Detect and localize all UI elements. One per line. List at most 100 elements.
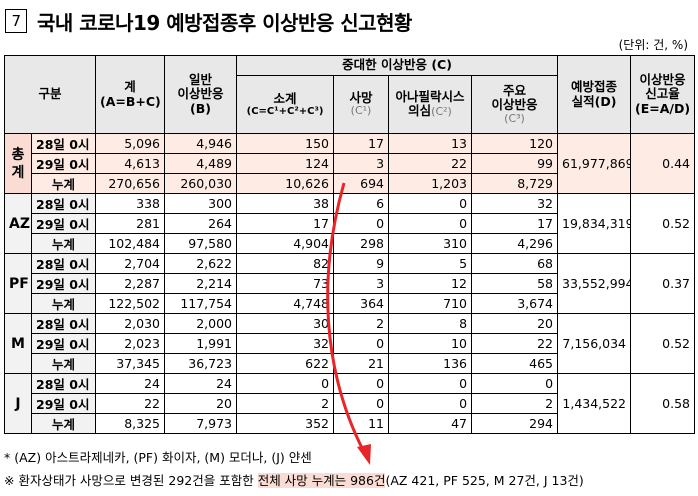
table-cell: 300 [164, 193, 238, 214]
table-cell: 2,023 [95, 333, 166, 354]
table-cell: 32 [236, 333, 335, 354]
table-row: AZ 28일 0시 338 300 38 6 0 32 19,834,319 0.52 [4, 193, 696, 254]
header-major: 주요 이상반응 (C³) [471, 75, 559, 134]
row-label: 29일 0시 [30, 153, 97, 174]
table-cell: 82 [236, 253, 335, 274]
row-label: 누계 [30, 233, 97, 254]
table-cell: 8 [388, 313, 473, 334]
header-death: 사망 (C¹) [333, 75, 390, 134]
row-label: 28일 0시 [30, 133, 97, 154]
table-cell: 97,580 [164, 233, 238, 254]
table-cell: 0 [333, 333, 390, 354]
table-cell: 36,723 [164, 353, 238, 374]
table-cell: 99 [471, 153, 559, 174]
vaccination-count: 1,434,522 [557, 373, 632, 434]
row-label: 29일 0시 [30, 333, 97, 354]
report-rate: 0.52 [630, 193, 696, 254]
header-vaccinations: 예방접종 실적(D) [557, 55, 632, 134]
table-cell: 6 [333, 193, 390, 214]
table-cell: 68 [471, 253, 559, 274]
table-cell: 4,946 [164, 133, 238, 154]
table-cell: 3 [333, 273, 390, 294]
vaccination-count: 19,834,319 [557, 193, 632, 254]
table-cell: 21 [333, 353, 390, 374]
table-cell: 4,613 [95, 153, 166, 174]
unit-label: (단위: 건, %) [618, 38, 688, 52]
row-label: 28일 0시 [30, 193, 97, 214]
header-rate: 이상반응 신고율 (E=A/D) [630, 55, 696, 134]
table-cell: 17 [333, 133, 390, 154]
group-label: M [4, 313, 32, 374]
table-cell: 2,000 [164, 313, 238, 334]
table-cell: 136 [388, 353, 473, 374]
row-label: 누계 [30, 293, 97, 314]
table-cell: 22 [471, 333, 559, 354]
footnote-death-total: ※ 환자상태가 사망으로 변경된 292건을 포함한 전체 사망 누계는 986… [4, 473, 584, 488]
vaccination-count: 7,156,034 [557, 313, 632, 374]
header-general: 일반 이상반응 (B) [164, 55, 238, 134]
table-cell: 17 [236, 213, 335, 234]
table-row: PF 28일 0시 2,704 2,622 82 9 5 68 33,552,994 0.37 [4, 253, 696, 314]
report-rate: 0.52 [630, 313, 696, 374]
table-cell: 1,203 [388, 173, 473, 194]
table-cell: 58 [471, 273, 559, 294]
row-label: 누계 [30, 353, 97, 374]
table-cell: 7,973 [164, 413, 238, 434]
vaccination-count: 61,977,869 [557, 133, 632, 194]
table-cell: 4,904 [236, 233, 335, 254]
header-serious: 중대한 이상반응 (C) [236, 55, 559, 76]
report-rate: 0.58 [630, 373, 696, 434]
group-label: PF [4, 253, 32, 314]
table-cell: 22 [95, 393, 166, 414]
table-cell: 465 [471, 353, 559, 374]
table-cell: 364 [333, 293, 390, 314]
death-total-highlight: 전체 사망 누계는 986건 [257, 473, 386, 488]
table-row: 누계 37,345 36,723 622 21 136 465 [5, 353, 695, 374]
table-row: 29일 0시 4,613 4,489 124 3 22 99 [5, 153, 695, 174]
table-cell: 264 [164, 213, 238, 234]
table-cell: 38 [236, 193, 335, 214]
table-cell: 622 [236, 353, 335, 374]
table-cell: 8,729 [471, 173, 559, 194]
row-label: 28일 0시 [30, 253, 97, 274]
table-cell: 2 [471, 393, 559, 414]
table-cell: 2,214 [164, 273, 238, 294]
vaccination-count: 33,552,994 [557, 253, 632, 314]
table-cell: 124 [236, 153, 335, 174]
row-label: 28일 0시 [30, 313, 97, 334]
table-cell: 0 [388, 193, 473, 214]
table-cell: 0 [333, 393, 390, 414]
table-cell: 270,656 [95, 173, 166, 194]
group-label: 총계 [4, 133, 32, 194]
table-cell: 20 [471, 313, 559, 334]
table-cell: 5,096 [95, 133, 166, 154]
table-row: J 28일 0시 24 24 0 0 0 0 1,434,522 0.58 [4, 373, 696, 434]
table-cell: 2,287 [95, 273, 166, 294]
table-cell: 2 [333, 313, 390, 334]
table-cell: 20 [164, 393, 238, 414]
table-row: 총계 28일 0시 5,096 4,946 150 17 13 120 61,977,869 0.… [4, 133, 696, 194]
table-cell: 5 [388, 253, 473, 274]
table-cell: 13 [388, 133, 473, 154]
header-anaphylaxis: 아나필락시스 의심(C²) [388, 75, 473, 134]
table-cell: 281 [95, 213, 166, 234]
table-cell: 2,622 [164, 253, 238, 274]
table-cell: 298 [333, 233, 390, 254]
table-cell: 694 [333, 173, 390, 194]
table-cell: 10 [388, 333, 473, 354]
table-cell: 24 [95, 373, 166, 394]
table-cell: 12 [388, 273, 473, 294]
row-label: 누계 [30, 413, 97, 434]
table-cell: 260,030 [164, 173, 238, 194]
adverse-reaction-table: 구분 계 (A=B+C) 일반 이상반응 (B) 중대한 이상반응 (C) 예방접종 실… [3, 55, 696, 434]
page-title: 7 국내 코로나19 예방접종후 이상반응 신고현황 [5, 6, 412, 36]
table-cell: 47 [388, 413, 473, 434]
table-row: 29일 0시 2,023 1,991 32 0 10 22 [5, 333, 695, 354]
table-cell: 30 [236, 313, 335, 334]
table-cell: 17 [471, 213, 559, 234]
table-cell: 0 [236, 373, 335, 394]
table-cell: 0 [471, 373, 559, 394]
table-cell: 294 [471, 413, 559, 434]
row-label: 28일 0시 [30, 373, 97, 394]
table-cell: 2 [236, 393, 335, 414]
